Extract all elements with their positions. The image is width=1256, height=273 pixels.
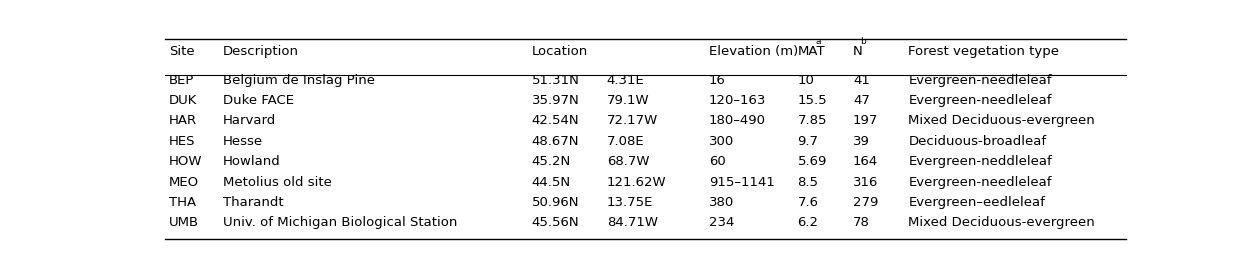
Text: 78: 78 — [853, 216, 870, 229]
Text: 15.5: 15.5 — [798, 94, 828, 107]
Text: b: b — [860, 37, 867, 46]
Text: Univ. of Michigan Biological Station: Univ. of Michigan Biological Station — [224, 216, 457, 229]
Text: 316: 316 — [853, 176, 878, 189]
Text: Location: Location — [531, 45, 588, 58]
Text: 84.71W: 84.71W — [607, 216, 658, 229]
Text: 47: 47 — [853, 94, 870, 107]
Text: 4.31E: 4.31E — [607, 73, 644, 87]
Text: 13.75E: 13.75E — [607, 196, 653, 209]
Text: HAR: HAR — [168, 114, 197, 127]
Text: Description: Description — [224, 45, 299, 58]
Text: Belgium de Inslag Pine: Belgium de Inslag Pine — [224, 73, 376, 87]
Text: Evergreen-needleleaf: Evergreen-needleleaf — [908, 176, 1053, 189]
Text: MAT: MAT — [798, 45, 825, 58]
Text: 42.54N: 42.54N — [531, 114, 579, 127]
Text: 60: 60 — [708, 155, 726, 168]
Text: 16: 16 — [708, 73, 726, 87]
Text: 180–490: 180–490 — [708, 114, 766, 127]
Text: Metolius old site: Metolius old site — [224, 176, 332, 189]
Text: Duke FACE: Duke FACE — [224, 94, 294, 107]
Text: 120–163: 120–163 — [708, 94, 766, 107]
Text: 234: 234 — [708, 216, 735, 229]
Text: 50.96N: 50.96N — [531, 196, 579, 209]
Text: 5.69: 5.69 — [798, 155, 826, 168]
Text: Evergreen-needleleaf: Evergreen-needleleaf — [908, 73, 1053, 87]
Text: 121.62W: 121.62W — [607, 176, 667, 189]
Text: Deciduous-broadleaf: Deciduous-broadleaf — [908, 135, 1046, 148]
Text: 197: 197 — [853, 114, 878, 127]
Text: 915–1141: 915–1141 — [708, 176, 775, 189]
Text: 164: 164 — [853, 155, 878, 168]
Text: 7.6: 7.6 — [798, 196, 819, 209]
Text: 79.1W: 79.1W — [607, 94, 649, 107]
Text: 45.2N: 45.2N — [531, 155, 571, 168]
Text: 380: 380 — [708, 196, 735, 209]
Text: Tharandt: Tharandt — [224, 196, 284, 209]
Text: 10: 10 — [798, 73, 814, 87]
Text: 41: 41 — [853, 73, 870, 87]
Text: 44.5N: 44.5N — [531, 176, 571, 189]
Text: THA: THA — [168, 196, 196, 209]
Text: BEP: BEP — [168, 73, 195, 87]
Text: Mixed Deciduous-evergreen: Mixed Deciduous-evergreen — [908, 114, 1095, 127]
Text: Elevation (m): Elevation (m) — [708, 45, 798, 58]
Text: N: N — [853, 45, 863, 58]
Text: Hesse: Hesse — [224, 135, 264, 148]
Text: MEO: MEO — [168, 176, 198, 189]
Text: 51.31N: 51.31N — [531, 73, 579, 87]
Text: 7.85: 7.85 — [798, 114, 826, 127]
Text: 35.97N: 35.97N — [531, 94, 579, 107]
Text: Howland: Howland — [224, 155, 281, 168]
Text: 279: 279 — [853, 196, 878, 209]
Text: HOW: HOW — [168, 155, 202, 168]
Text: 9.7: 9.7 — [798, 135, 819, 148]
Text: Evergreen–eedleleaf: Evergreen–eedleleaf — [908, 196, 1045, 209]
Text: 68.7W: 68.7W — [607, 155, 649, 168]
Text: HES: HES — [168, 135, 195, 148]
Text: 7.08E: 7.08E — [607, 135, 644, 148]
Text: 39: 39 — [853, 135, 870, 148]
Text: 6.2: 6.2 — [798, 216, 819, 229]
Text: Evergreen-neddleleaf: Evergreen-neddleleaf — [908, 155, 1053, 168]
Text: DUK: DUK — [168, 94, 197, 107]
Text: 72.17W: 72.17W — [607, 114, 658, 127]
Text: a: a — [815, 37, 821, 46]
Text: Forest vegetation type: Forest vegetation type — [908, 45, 1060, 58]
Text: 8.5: 8.5 — [798, 176, 819, 189]
Text: 45.56N: 45.56N — [531, 216, 579, 229]
Text: Harvard: Harvard — [224, 114, 276, 127]
Text: UMB: UMB — [168, 216, 198, 229]
Text: Mixed Deciduous-evergreen: Mixed Deciduous-evergreen — [908, 216, 1095, 229]
Text: 300: 300 — [708, 135, 735, 148]
Text: 48.67N: 48.67N — [531, 135, 579, 148]
Text: Site: Site — [168, 45, 195, 58]
Text: Evergreen-needleleaf: Evergreen-needleleaf — [908, 94, 1053, 107]
